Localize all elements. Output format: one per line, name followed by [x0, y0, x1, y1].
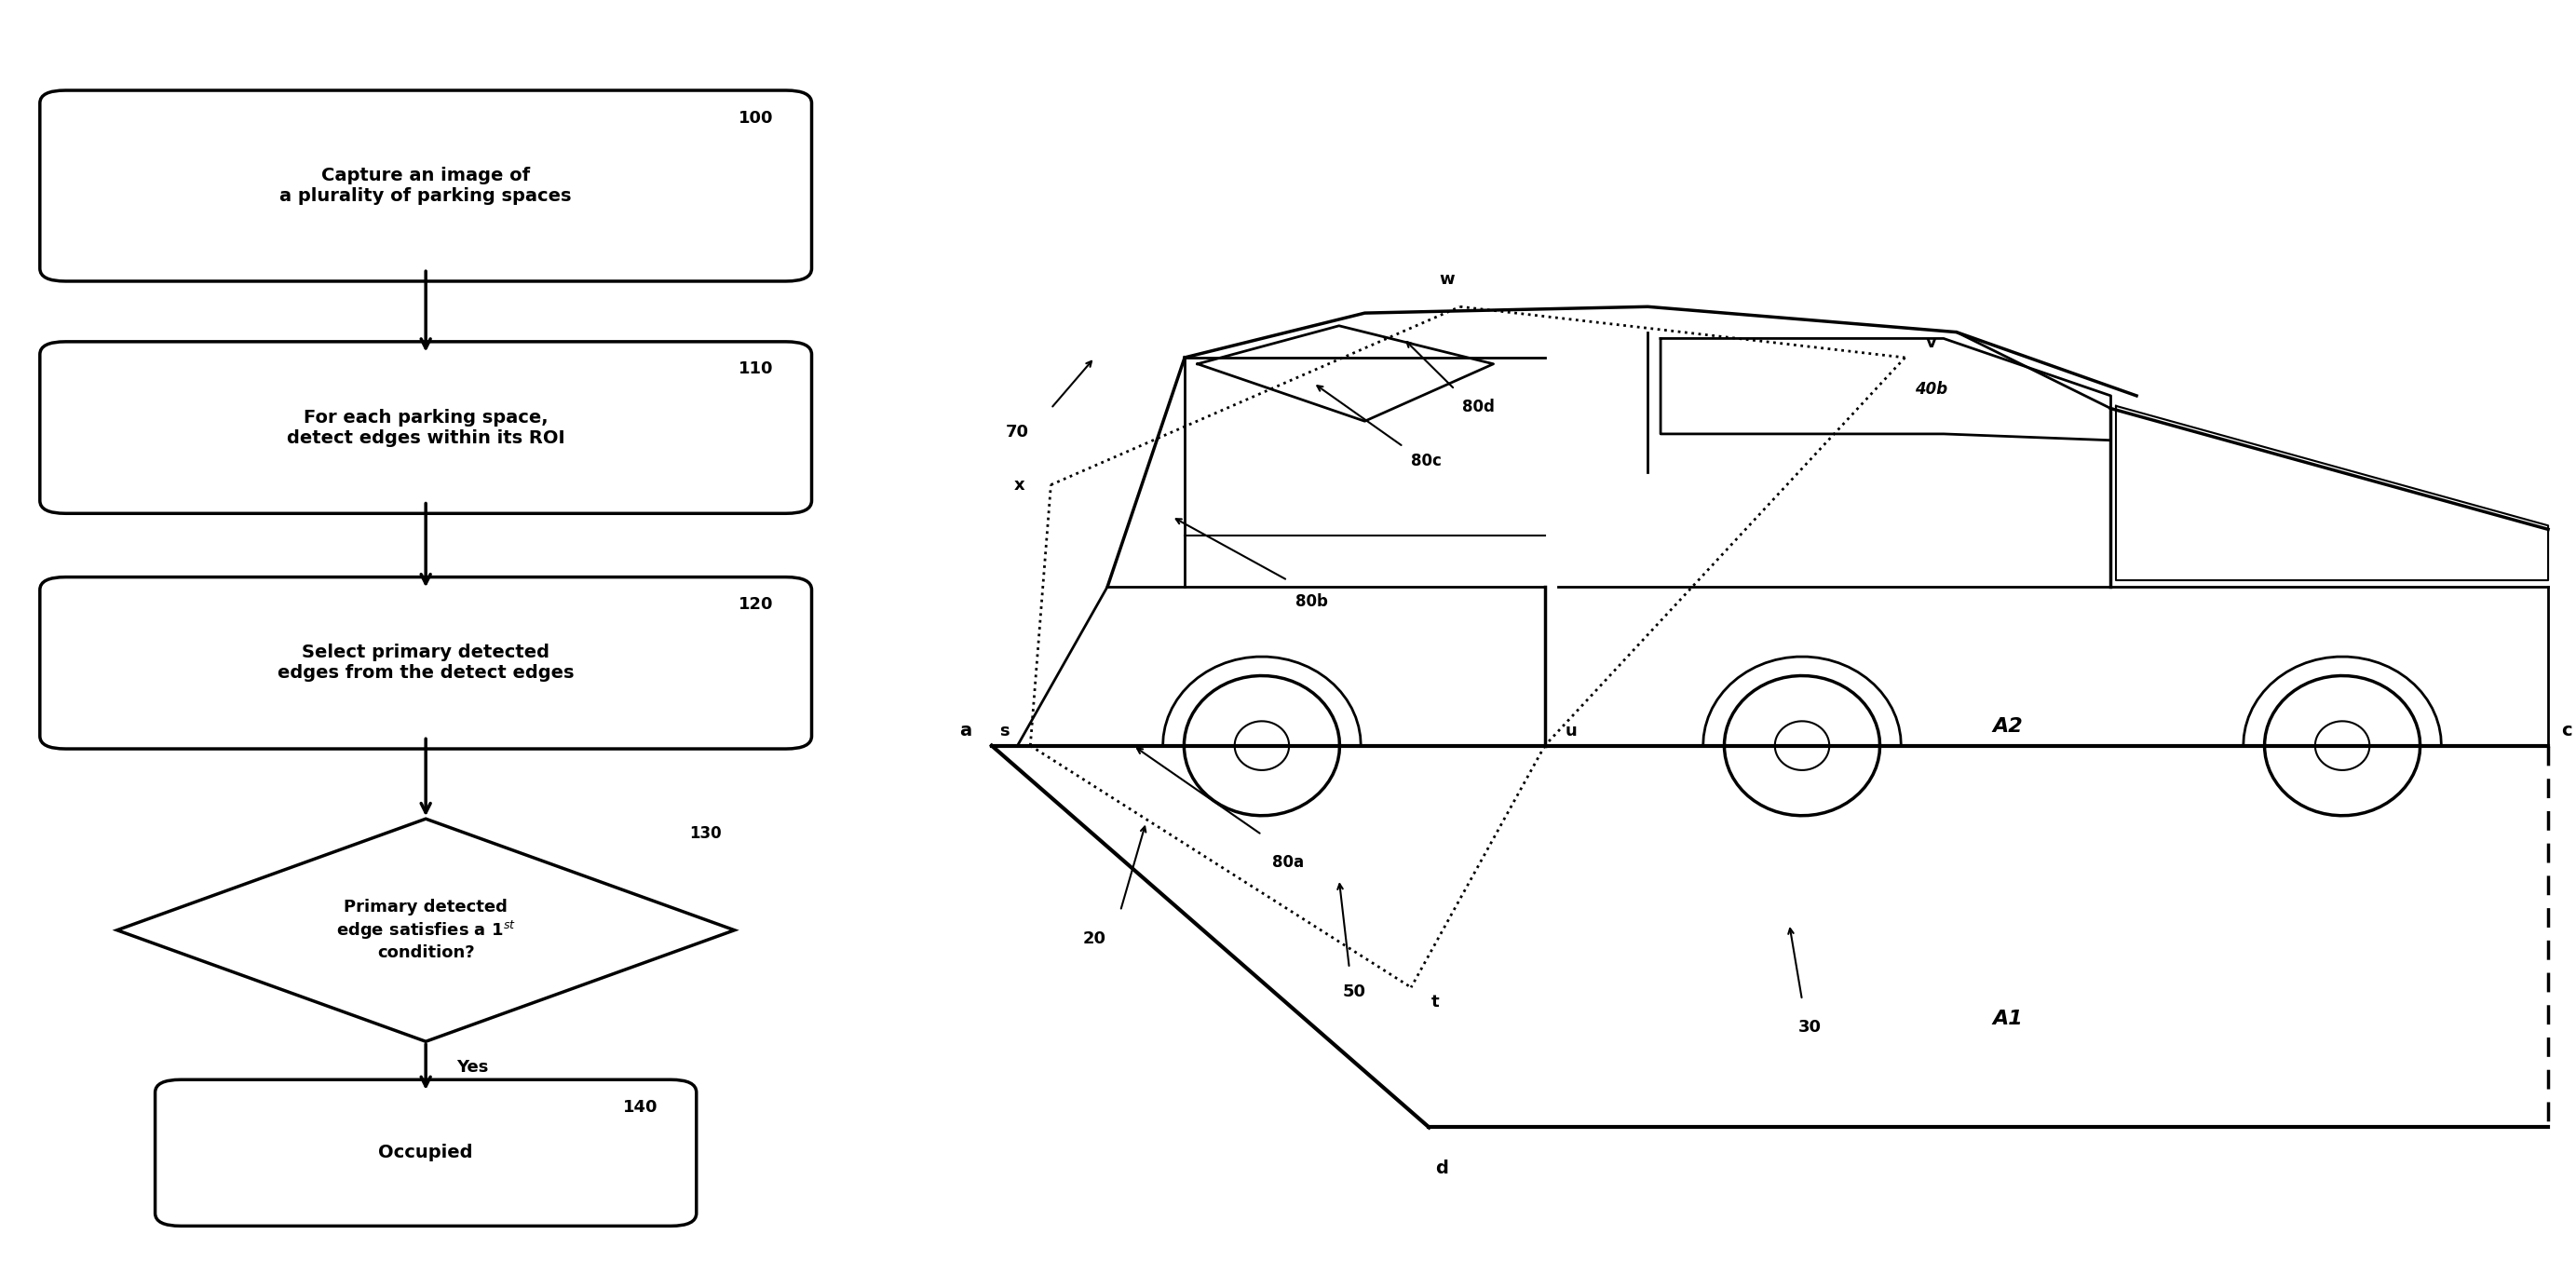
Text: 50: 50	[1342, 983, 1365, 1001]
Text: Yes: Yes	[456, 1058, 489, 1075]
FancyBboxPatch shape	[39, 342, 811, 514]
Text: 120: 120	[739, 597, 773, 613]
FancyBboxPatch shape	[39, 91, 811, 282]
Polygon shape	[116, 819, 734, 1042]
Text: For each parking space,
detect edges within its ROI: For each parking space, detect edges wit…	[286, 408, 564, 446]
Text: s: s	[999, 723, 1010, 740]
Text: c: c	[2561, 722, 2571, 740]
Text: 40b: 40b	[1914, 381, 1947, 398]
Text: Capture an image of
a plurality of parking spaces: Capture an image of a plurality of parki…	[281, 167, 572, 205]
Text: 110: 110	[739, 361, 773, 377]
Text: a: a	[958, 722, 971, 740]
Text: v: v	[1927, 334, 1937, 351]
Text: 80a: 80a	[1273, 854, 1303, 871]
Text: w: w	[1440, 270, 1455, 288]
FancyBboxPatch shape	[39, 578, 811, 748]
Text: 70: 70	[1005, 423, 1028, 440]
Text: d: d	[1435, 1159, 1448, 1177]
Text: u: u	[1566, 723, 1577, 740]
Text: 100: 100	[739, 110, 773, 126]
Text: t: t	[1432, 993, 1440, 1011]
Text: 80d: 80d	[1463, 398, 1494, 416]
FancyBboxPatch shape	[155, 1080, 696, 1227]
Text: Occupied: Occupied	[379, 1144, 474, 1162]
Text: x: x	[1015, 477, 1025, 493]
Text: 130: 130	[690, 825, 721, 842]
Text: 30: 30	[1798, 1019, 1821, 1037]
Text: Select primary detected
edges from the detect edges: Select primary detected edges from the d…	[278, 644, 574, 682]
Text: 20: 20	[1082, 931, 1105, 947]
Text: 80b: 80b	[1296, 593, 1327, 609]
Text: A2: A2	[1994, 718, 2022, 736]
Text: 80c: 80c	[1412, 453, 1443, 469]
Text: Primary detected
edge satisfies a 1$^{st}$
condition?: Primary detected edge satisfies a 1$^{st…	[335, 899, 515, 961]
Text: A1: A1	[1994, 1010, 2022, 1029]
Text: 140: 140	[623, 1099, 657, 1116]
